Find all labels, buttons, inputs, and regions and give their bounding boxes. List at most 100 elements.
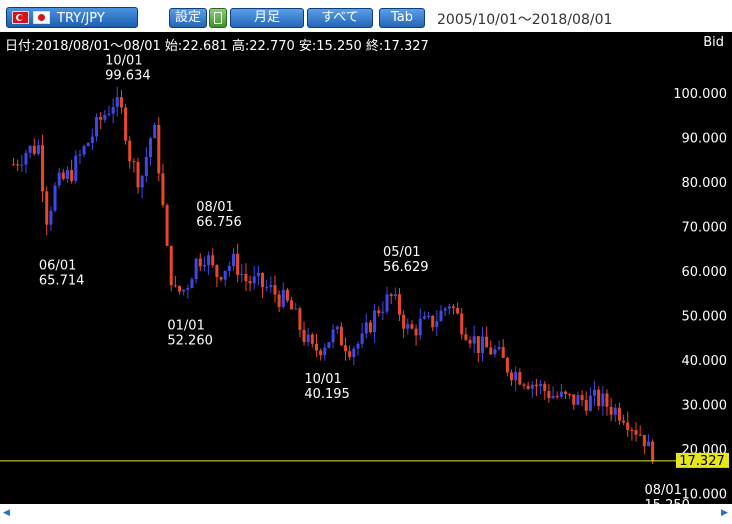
scroll-right-icon[interactable]: ▶ [721, 508, 728, 518]
candle-body [406, 324, 410, 329]
candle-body [20, 164, 24, 166]
candlestick-plot: 100.000 90.000 80.000 70.000 60.000 50.000 40.… [0, 54, 729, 504]
candle-body [576, 395, 580, 405]
candle-body [530, 384, 534, 389]
candle-body [451, 306, 455, 309]
candle-body [327, 342, 331, 348]
candle-body [219, 277, 223, 280]
candle-body [593, 389, 597, 396]
annotation-date: 10/01 [105, 54, 142, 69]
candle-body [186, 288, 190, 290]
candle-body [480, 336, 484, 353]
candle-body [140, 175, 144, 188]
candle-body [265, 287, 269, 289]
currency-pair-selector[interactable]: TRY/JPY [6, 7, 138, 28]
candle-body [331, 329, 335, 343]
candle-body [28, 145, 32, 153]
candle-body [90, 136, 94, 144]
candle-body [32, 145, 36, 154]
candle-body [70, 169, 74, 181]
candle-body [617, 407, 621, 421]
candle-body [310, 334, 314, 344]
candle-body [99, 116, 103, 120]
candle-body [381, 311, 385, 314]
candle-body [211, 255, 215, 266]
candle-body [231, 253, 235, 267]
candle-body [485, 336, 489, 348]
price-chart[interactable] [0, 32, 732, 504]
candle-body [356, 343, 360, 349]
candle-body [605, 393, 609, 407]
current-price-tag [676, 452, 729, 468]
candle-body [555, 395, 559, 397]
candle-body [198, 258, 202, 267]
candle-body [36, 145, 40, 154]
candle-body [609, 406, 613, 415]
candle-body [489, 347, 493, 355]
candle-body [202, 264, 206, 267]
candle-body [348, 351, 352, 358]
annotation-date: 08/01 [196, 200, 233, 215]
candle-body [169, 245, 173, 286]
candle-body [161, 173, 165, 206]
candle-body [223, 270, 227, 280]
tab-button[interactable]: Tab [379, 8, 425, 28]
candle-body [273, 285, 277, 295]
timeframe-monthly-button[interactable]: 月足 [230, 8, 304, 28]
annotation-value: 99.634 [105, 69, 151, 84]
y-tick-label: 80.000 [682, 176, 728, 191]
candle-body [447, 306, 451, 309]
candle-body [256, 272, 260, 277]
candle-body [493, 349, 497, 355]
candle-body [526, 385, 530, 389]
y-tick-label: 70.000 [682, 221, 728, 236]
candle-body [207, 255, 211, 265]
candle-body [227, 266, 231, 271]
y-tick-label: 10.000 [682, 488, 728, 503]
candle-body [314, 343, 318, 351]
candle-body [431, 315, 435, 328]
candle-body [49, 210, 53, 225]
candle-body [642, 434, 646, 447]
candle-body [111, 107, 115, 114]
annotation-value: 56.629 [383, 260, 429, 275]
candle-body [597, 389, 601, 407]
y-tick-label: 50.000 [682, 310, 728, 325]
annotation-date: 01/01 [167, 318, 204, 333]
candle-body [638, 434, 642, 436]
annotation-date: 10/01 [304, 372, 341, 387]
y-tick-label: 30.000 [682, 399, 728, 414]
candle-body [61, 172, 65, 179]
candle-body [522, 384, 526, 386]
candle-body [298, 308, 302, 330]
x-axis-bar[interactable]: ◀ ▶ [0, 504, 732, 524]
calculator-button[interactable] [209, 8, 227, 28]
range-all-button[interactable]: すべて [307, 8, 373, 28]
candle-body [236, 253, 240, 275]
scroll-left-icon[interactable]: ◀ [3, 508, 10, 518]
candle-body [248, 281, 252, 284]
candle-body [78, 154, 82, 156]
candle-body [634, 430, 638, 435]
candle-body [402, 314, 406, 329]
candle-body [364, 322, 368, 334]
candle-body [613, 407, 617, 415]
candle-body [53, 185, 57, 211]
candle-body [302, 329, 306, 342]
annotation-value: 65.714 [39, 274, 85, 289]
candle-body [543, 383, 547, 391]
candle-body [277, 294, 281, 307]
candle-body [580, 395, 584, 401]
candle-body [65, 169, 69, 179]
candle-body [435, 321, 439, 328]
candle-body [460, 313, 464, 335]
japan-flag-icon [33, 11, 50, 24]
candle-body [563, 391, 567, 394]
candle-body [568, 393, 572, 395]
current-price-label: 17.327 [679, 454, 725, 469]
settings-button[interactable]: 設定 [169, 8, 207, 28]
candle-body [261, 272, 265, 288]
candle-body [439, 310, 443, 322]
annotation-value: 15.250 [644, 498, 690, 504]
candle-body [178, 285, 182, 292]
